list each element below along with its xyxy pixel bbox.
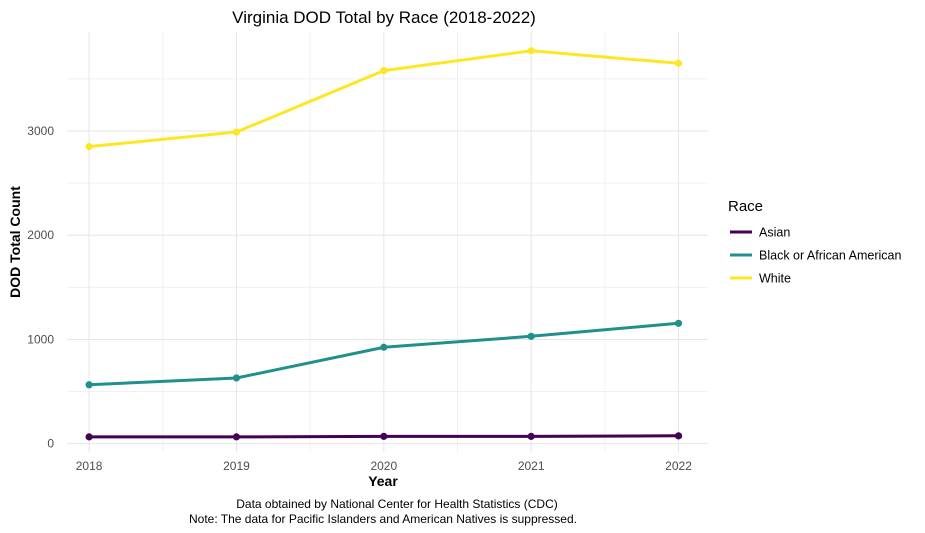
- y-tick-label: 3000: [27, 124, 54, 138]
- data-point: [527, 432, 535, 440]
- x-tick-label: 2019: [223, 459, 250, 473]
- chart-title: Virginia DOD Total by Race (2018-2022): [232, 8, 536, 27]
- x-axis-title: Year: [368, 473, 398, 489]
- data-point: [380, 432, 388, 440]
- legend-label: White: [759, 272, 791, 286]
- plot-grid: [67, 32, 708, 452]
- data-point: [527, 332, 535, 340]
- legend-title: Race: [728, 198, 763, 215]
- series-points: [85, 47, 683, 441]
- x-axis-tick-labels: 2018 2019 2020 2021 2022: [76, 459, 692, 473]
- x-tick-label: 2021: [518, 459, 545, 473]
- data-point: [85, 433, 93, 441]
- data-point: [674, 59, 683, 67]
- x-tick-label: 2020: [370, 459, 397, 473]
- data-point: [232, 433, 241, 441]
- data-point: [232, 128, 241, 136]
- data-point: [380, 66, 388, 75]
- legend-label: Asian: [759, 226, 790, 240]
- legend-label: Black or African American: [759, 249, 901, 263]
- y-tick-label: 0: [47, 437, 54, 451]
- y-tick-label: 1000: [27, 332, 54, 346]
- data-point: [232, 374, 241, 382]
- data-point: [380, 343, 388, 351]
- data-point: [674, 319, 683, 327]
- x-tick-label: 2022: [665, 459, 692, 473]
- data-point: [85, 381, 93, 389]
- data-point: [85, 143, 93, 151]
- caption-source: Data obtained by National Center for Hea…: [236, 497, 557, 511]
- caption-note: Note: The data for Pacific Islanders and…: [189, 512, 577, 526]
- x-tick-label: 2018: [76, 459, 103, 473]
- y-axis-title: DOD Total Count: [7, 186, 23, 298]
- data-point: [527, 47, 535, 55]
- legend: Race Asian Black or African American White: [728, 198, 901, 286]
- y-tick-label: 2000: [27, 228, 54, 242]
- data-point: [674, 432, 683, 440]
- y-axis-tick-labels: 0 1000 2000 3000: [27, 124, 54, 451]
